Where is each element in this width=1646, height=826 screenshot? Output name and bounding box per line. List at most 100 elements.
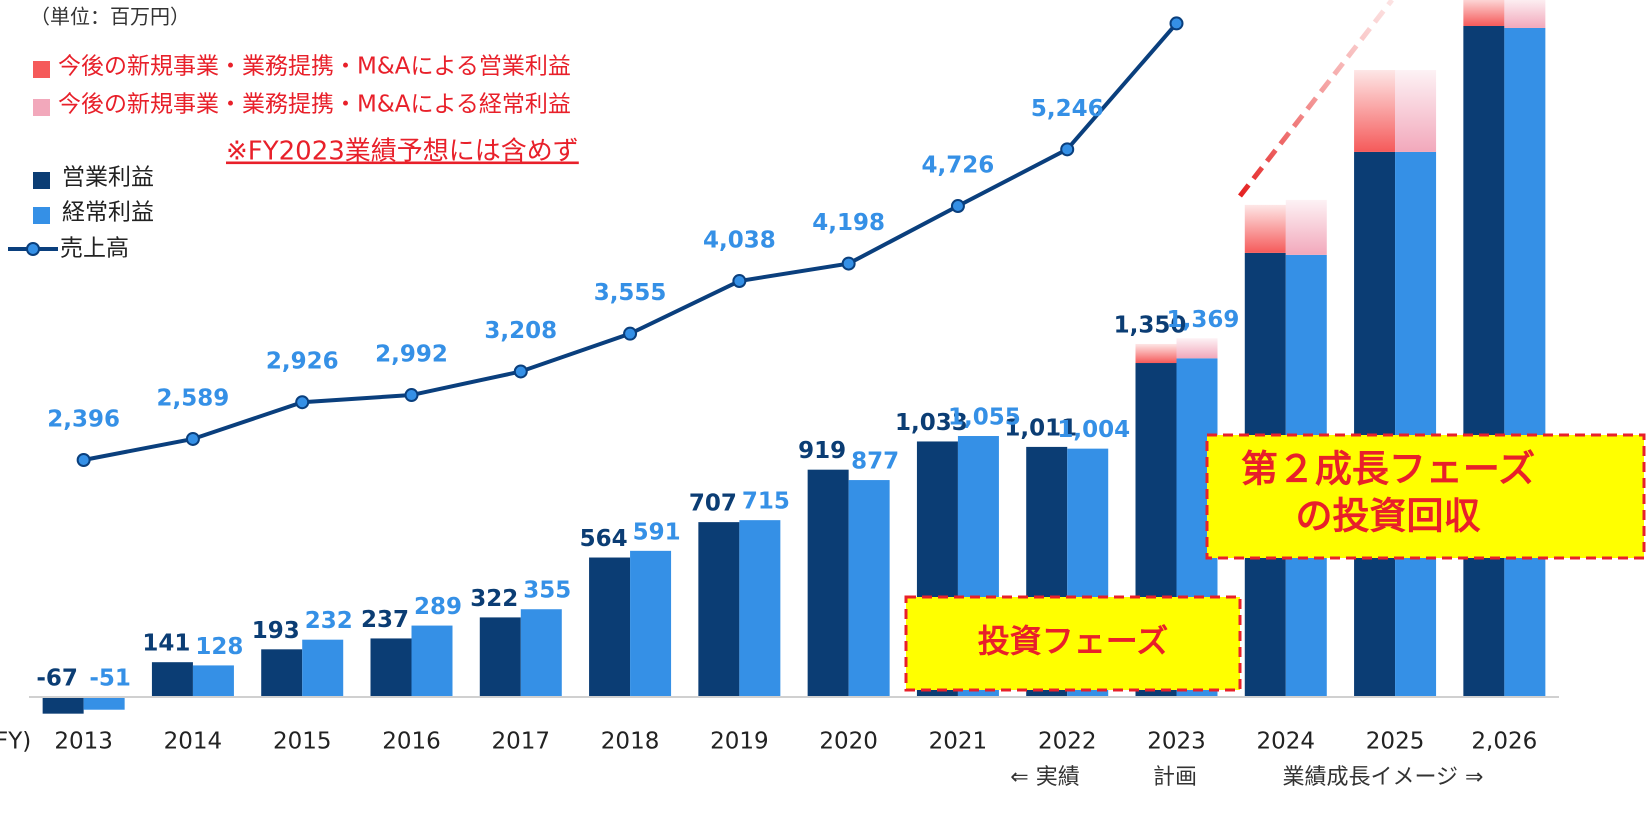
growth-label: の投資回収	[1296, 495, 1481, 538]
sales-line-group	[76, 16, 1184, 467]
note: ※FY2023業績予想には含めず	[226, 137, 579, 167]
data-label: 3,555	[594, 280, 667, 306]
unit-label: （単位：百万円）	[30, 5, 190, 29]
data-label: 193	[252, 618, 300, 644]
bar	[151, 662, 193, 698]
x-tick-label: 2017	[492, 729, 551, 755]
x-axis-label: (FY)	[0, 729, 31, 755]
labels: 2013 2014 2015 2016 2017 2018 2019 2020 2021 2022…	[36, 96, 1537, 755]
plan-label: 計画	[1153, 765, 1197, 790]
bar	[589, 557, 631, 698]
line-marker	[295, 395, 310, 410]
bar	[261, 649, 303, 698]
x-tick-label: 2016	[382, 729, 441, 755]
bar	[192, 665, 234, 698]
legend-marker	[26, 242, 40, 256]
invest-label: 投資フェーズ	[978, 622, 1168, 660]
bar	[83, 697, 125, 710]
bar	[370, 638, 412, 698]
x-tick-label: 2015	[273, 729, 332, 755]
bar	[1463, 25, 1505, 698]
legend-label: 今後の新規事業・業務提携・M&Aによる営業利益	[58, 54, 571, 80]
data-label: 715	[742, 489, 790, 515]
data-label: 2,992	[375, 342, 448, 368]
x-tick-label: 2020	[819, 729, 878, 755]
data-label: 355	[523, 578, 571, 604]
growth-label: 第２成長フェーズ	[1241, 448, 1535, 491]
legend-label: 営業利益	[62, 165, 154, 191]
data-label: 919	[798, 438, 846, 464]
data-label: 1,350	[1114, 312, 1187, 338]
line-marker	[950, 199, 965, 214]
x-tick-label: 2021	[929, 729, 988, 755]
data-label: 1,055	[948, 405, 1021, 431]
actual-label: ⇐ 実績	[1010, 765, 1079, 790]
line-marker	[404, 388, 419, 403]
bar	[42, 697, 84, 714]
bar-segment	[1463, 0, 1505, 26]
bar-segment	[1354, 70, 1396, 152]
legend-swatch	[33, 172, 50, 189]
line-marker	[623, 326, 638, 341]
data-label: 564	[580, 526, 628, 552]
data-label: 1,011	[1004, 415, 1077, 441]
line-marker	[841, 256, 856, 271]
bar	[698, 522, 740, 698]
x-tick-label: 2014	[164, 729, 223, 755]
data-label: 232	[305, 608, 353, 634]
x-tick-label: 2,026	[1471, 729, 1537, 755]
data-label: 591	[633, 519, 681, 545]
invest-box	[904, 595, 1242, 692]
growth-dash	[1238, 0, 1394, 198]
bar	[1395, 151, 1437, 698]
line-marker	[76, 452, 91, 467]
data-label: 4,198	[812, 210, 885, 236]
growth-box	[1205, 433, 1646, 560]
bar-segment	[1244, 204, 1286, 253]
bar	[1354, 151, 1396, 698]
data-label: 1,004	[1057, 417, 1130, 443]
x-tick-label: 2013	[54, 729, 113, 755]
bar-segment	[1176, 338, 1218, 359]
bar-segment	[1395, 70, 1437, 152]
bar-segment	[1504, 0, 1546, 28]
bar	[520, 609, 562, 698]
data-label: 3,208	[484, 318, 557, 344]
data-label: 237	[361, 607, 409, 633]
line-marker	[1169, 16, 1184, 31]
legend-label: 今後の新規事業・業務提携・M&Aによる経常利益	[58, 92, 571, 118]
data-label: 289	[414, 594, 462, 620]
legend-label: 売上高	[60, 236, 129, 262]
legend-swatch	[33, 61, 50, 78]
bar	[479, 617, 521, 698]
data-label: 707	[689, 491, 737, 517]
bar	[739, 520, 781, 698]
data-label: 4,038	[703, 228, 776, 254]
x-tick-label: 2023	[1147, 729, 1206, 755]
bar	[630, 550, 672, 698]
data-label: 5,246	[1031, 96, 1104, 122]
bar-segment	[1285, 199, 1327, 255]
x-tick-label: 2024	[1257, 729, 1316, 755]
bar	[1504, 27, 1546, 698]
line-marker	[185, 431, 200, 446]
data-label: 4,726	[922, 153, 995, 179]
data-label: 877	[851, 449, 899, 475]
legend-swatch	[33, 99, 50, 116]
legend-swatch	[33, 207, 50, 224]
data-label: -67	[36, 666, 78, 692]
data-label: 128	[195, 634, 243, 660]
bar	[411, 625, 453, 698]
x-tick-label: 2025	[1366, 729, 1425, 755]
bar-segment	[1135, 343, 1177, 364]
data-label: 1,033	[895, 410, 968, 436]
data-label: 322	[470, 586, 518, 612]
line-marker	[513, 364, 528, 379]
data-label: 141	[142, 631, 190, 657]
legend-label: 経常利益	[62, 200, 154, 226]
bar	[302, 639, 344, 698]
x-tick-label: 2019	[710, 729, 769, 755]
data-label: 2,396	[47, 406, 120, 432]
data-label: 2,589	[157, 385, 230, 411]
